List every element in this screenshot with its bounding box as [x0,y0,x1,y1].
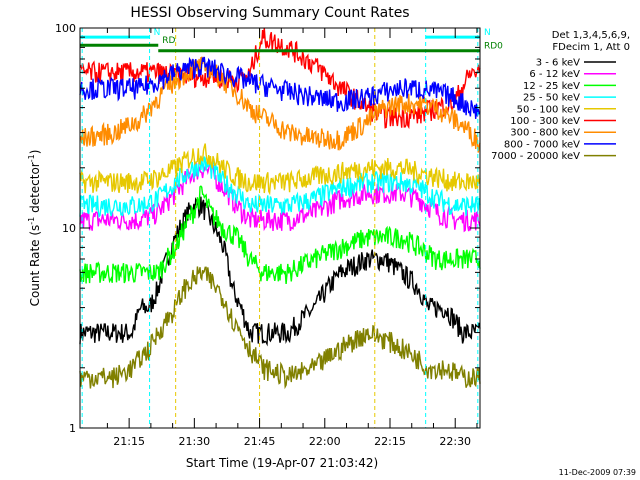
y-axis-label-part: detector [28,162,42,217]
x-tick-label: 21:30 [178,435,210,448]
y-axis-label-part: ) [28,150,42,155]
series-line-7000-20000-kev [79,266,481,390]
x-tick-label: 22:15 [374,435,406,448]
legend-label-50-100-kev: 50 - 100 keV [517,104,581,115]
series-line-25-50-kev [79,155,481,219]
y-tick-label: 100 [55,22,76,35]
y-tick-labels: 1 10 100 [55,22,76,435]
legend-label-800-7000-kev: 800 - 7000 keV [504,139,580,150]
flag-label-n: N [484,28,491,38]
x-tick-labels: 21:15 21:30 21:45 22:00 22:15 22:30 [113,435,471,448]
legend-header-line: Det 1,3,4,5,6,9, [552,30,630,41]
series-line-50-100-kev [79,143,481,196]
series-line-800-7000-kev [79,56,481,119]
timestamp: 11-Dec-2009 07:39 [559,468,636,477]
x-tick-label: 22:30 [439,435,471,448]
x-tick-label: 21:15 [113,435,145,448]
legend-header-line: FDecim 1, Att 0 [552,42,630,53]
y-tick-label: 1 [69,422,76,435]
series-line-100-300-kev [79,28,481,130]
flag-label-rd: RD [162,36,175,46]
y-axis-label: Count Rate (s-1 detector-1) [27,150,42,307]
x-axis-label: Start Time (19-Apr-07 21:03:42) [186,456,378,470]
chart-title: HESSI Observing Summary Count Rates [130,5,409,21]
y-axis-label-exp: -1 [27,217,36,225]
x-tick-label: 21:45 [244,435,276,448]
y-tick-label: 10 [62,222,76,235]
legend-label-3-6-kev: 3 - 6 keV [536,58,580,69]
legend-label-25-50-kev: 25 - 50 keV [523,93,580,104]
marker-layer [81,28,479,428]
tick-layer [80,27,480,429]
legend-label-100-300-kev: 100 - 300 keV [510,116,580,127]
flag-label-rd0: RD0 [484,42,503,52]
legend: Det 1,3,4,5,6,9, FDecim 1, Att 0 3 - 6 k… [491,30,630,162]
series-line-300-800-kev [79,56,481,153]
legend-label-7000-20000-kev: 7000 - 20000 keV [491,151,580,162]
series-line-12-25-kev [79,185,481,284]
legend-label-12-25-kev: 12 - 25 keV [523,81,580,92]
x-tick-label: 22:00 [309,435,341,448]
series-line-3-6-kev [79,196,481,347]
series-layer [79,28,481,390]
flag-label-n: N [154,28,161,38]
legend-label-300-800-kev: 300 - 800 keV [510,128,580,139]
legend-label-6-12-kev: 6 - 12 keV [529,69,580,80]
y-axis-label-part: Count Rate (s [28,225,42,307]
y-axis-label-exp: -1 [27,154,36,162]
series-line-6-12-kev [79,161,481,233]
